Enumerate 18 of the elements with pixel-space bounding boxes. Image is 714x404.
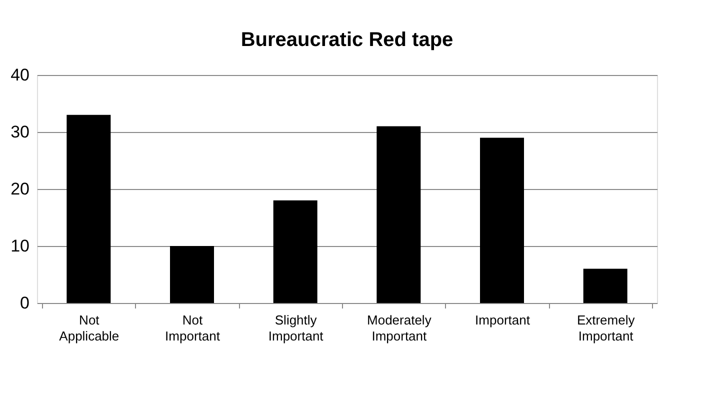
bar (583, 268, 628, 303)
x-tick-label: Slightly Important (268, 312, 324, 344)
y-tick-label: 20 (10, 180, 30, 198)
y-tick-label: 10 (10, 236, 30, 256)
y-tick-label: 40 (10, 66, 30, 84)
x-tick-label: Extremely Important (576, 312, 636, 344)
y-tick-label: 0 (20, 294, 30, 312)
bar (273, 200, 318, 303)
y-tick-label: 30 (10, 122, 30, 142)
bar (376, 126, 421, 303)
x-tick-label: Not Applicable (59, 312, 120, 344)
bar (66, 114, 111, 303)
bar (480, 138, 524, 303)
bar (170, 246, 214, 303)
x-tick-label: Important (475, 312, 530, 328)
x-tick-label: Moderately Important (367, 312, 432, 344)
chart-title: Bureaucratic Red tape (240, 29, 454, 51)
x-tick-label: Not Important (165, 312, 220, 344)
